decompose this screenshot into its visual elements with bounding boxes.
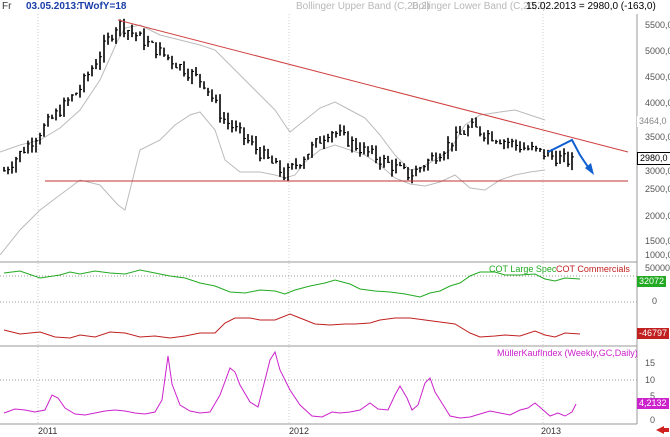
header-symbol: TWofY=18 [78,1,127,12]
x-tick: 2012 [289,426,310,436]
mueller-value-tag: 4,2132 [637,398,669,409]
large-spec-tag: 32072 [637,276,667,287]
cot-large-spec-line [3,269,581,298]
cot-commercials-legend: COT Commercials [556,264,630,274]
y-tick: 5500,0 [645,20,670,30]
last-price-tag: 2980,0 [637,152,670,165]
cot-large-spec-legend: COT Large Spec [489,264,557,274]
cot-commercials-line [3,313,581,339]
y-tick: 5000,0 [645,46,670,56]
downtrend-line[interactable] [117,19,629,153]
bollinger-upper-line [0,24,546,171]
y-tick: 1000,0 [645,250,670,260]
header-date: 03.05.2013: [26,1,80,12]
bollinger-lower-legend: Bollinger Lower Band (C,20,2) [412,1,546,12]
chart-header: Fr 03.05.2013: TWofY=18 Bollinger Upper … [0,0,670,14]
price-series [3,18,574,184]
mueller-index-line [3,350,577,419]
x-tick: 2011 [38,426,58,436]
period-label[interactable]: Fr [2,1,12,12]
y-tick: 4500,0 [645,72,670,82]
commercials-tag: -46797 [637,328,670,339]
y-tick: 4000,0 [645,98,670,108]
y-tick: 3500,0 [645,132,670,142]
scroll-left-icon-tail [664,428,669,432]
y-tick: 3000,0 [645,166,670,176]
mueller-legend: MüllerKaufIndex (Weekly,GC,Daily) [497,348,638,358]
price-readout: 15.02.2013 = 2980,0 (-163,0) [526,1,656,12]
forecast-arrow[interactable] [547,138,591,171]
y-tick: 2000,0 [645,211,670,221]
forecast-arrowhead [585,163,594,175]
y-tick: 0 [652,296,658,306]
y-tick: 5 [650,391,656,401]
y-tick: 2500,0 [645,184,670,194]
y-tick: 0 [650,415,656,425]
y-tick: 50000 [645,263,670,273]
bollinger-upper-legend: Bollinger Upper Band (C,20,2) [296,1,430,12]
upper-band-tag: 3464,0 [637,116,669,127]
y-tick: 15 [645,358,656,368]
y-tick: 10 [645,375,656,385]
scroll-left-icon[interactable] [656,426,664,434]
y-tick: 1500,0 [645,236,670,246]
x-tick: 2013 [541,426,562,436]
